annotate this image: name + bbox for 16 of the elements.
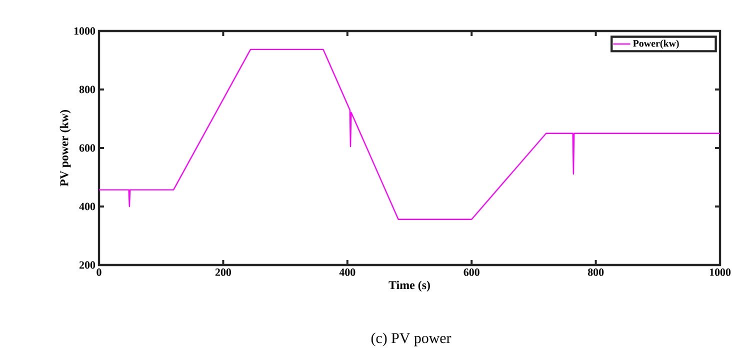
x-tick-label: 800 bbox=[588, 268, 604, 276]
x-axis-title: Time (s) bbox=[388, 280, 430, 292]
y-tick-label: 600 bbox=[79, 144, 96, 152]
x-tick-label: 400 bbox=[339, 268, 356, 276]
y-tick-label: 200 bbox=[80, 261, 96, 269]
legend-label: Power(kw) bbox=[632, 40, 679, 49]
line-series bbox=[98, 48, 721, 220]
x-tick-label: 0 bbox=[96, 268, 102, 276]
text: (c) PV power bbox=[371, 332, 452, 346]
x-tick-label: 1000 bbox=[710, 268, 731, 276]
y-tick-label: 400 bbox=[79, 202, 96, 210]
y-tick-label: 800 bbox=[79, 86, 96, 94]
x-tick-label: 600 bbox=[464, 268, 480, 276]
y-axis-title: PV power (kw) bbox=[60, 110, 71, 186]
x-tick-label: 200 bbox=[215, 268, 232, 276]
y-tick-label: 1000 bbox=[74, 27, 96, 35]
